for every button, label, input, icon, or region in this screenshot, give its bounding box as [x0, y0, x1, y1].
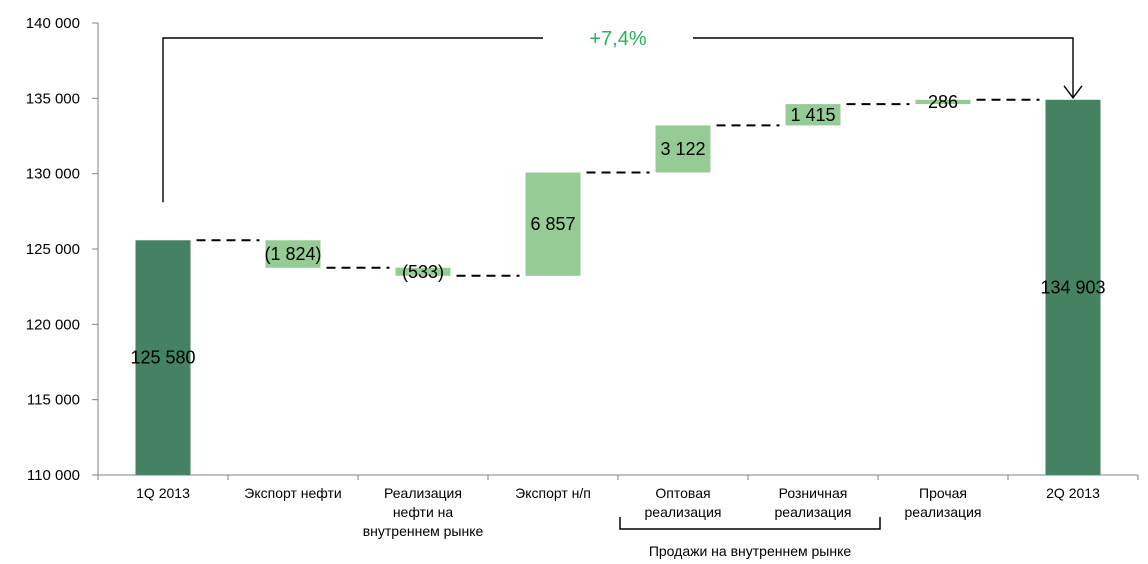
y-tick-label: 115 000: [27, 392, 80, 409]
annotation-bracket-right: [693, 37, 1074, 98]
bars: [135, 99, 1101, 475]
total-bar: [1045, 99, 1101, 475]
y-tick-label: 120 000: [26, 316, 80, 333]
y-tick-label: 135 000: [26, 90, 80, 107]
change-bar: [655, 125, 711, 173]
x-axis: 1Q 2013 Экспорт нефти Реализация нефти на вн…: [97, 474, 1139, 539]
x-category-label: Экспорт н/п: [515, 485, 591, 501]
data-label: 1 415: [790, 105, 835, 125]
connector-lines: [196, 98, 1040, 277]
change-percent-label: +7,4%: [589, 28, 646, 50]
x-category-label: Прочая реализация: [905, 485, 982, 520]
y-tick-label: 140 000: [26, 15, 80, 32]
data-label: 286: [928, 92, 958, 112]
data-label: 3 122: [660, 139, 705, 159]
data-labels: 125 580 (1 824) (533) 6 857 3 122 1 415 286 134…: [130, 92, 1105, 368]
change-annotation: +7,4%: [162, 28, 1083, 203]
x-category-label: Оптовая реализация: [645, 485, 722, 520]
annotation-bracket-left: [162, 37, 543, 203]
x-category-label: Экспорт нефти: [244, 485, 341, 501]
change-bar: [785, 104, 841, 126]
x-category-label-line: реализация: [645, 504, 722, 520]
total-bar: [135, 240, 191, 475]
x-category-label-line: Прочая: [919, 485, 967, 501]
y-axis: 110 000 115 000 120 000 125 000 130 000 135 0…: [26, 15, 99, 484]
x-category-label-line: Оптовая: [655, 485, 710, 501]
x-category-label-line: реализация: [775, 504, 852, 520]
change-bar: [915, 99, 971, 105]
x-category-label-line: 1Q 2013: [136, 485, 190, 501]
x-category-label-line: Розничная: [779, 485, 848, 501]
data-label: (533): [402, 262, 444, 282]
x-category-label: Розничная реализация: [775, 485, 852, 520]
arrowhead-icon: [1063, 85, 1083, 99]
group-label: Продажи на внутреннем рынке: [649, 543, 852, 559]
x-category-label-line: Экспорт нефти: [244, 485, 341, 501]
change-bar: [395, 267, 451, 276]
group-bracket: Продажи на внутреннем рынке: [619, 517, 881, 559]
x-category-label-line: Реализация: [384, 485, 462, 501]
y-tick-label: 130 000: [26, 166, 80, 183]
x-category-label-line: внутреннем рынке: [363, 523, 484, 539]
data-label: (1 824): [264, 244, 321, 264]
x-category-label-line: Экспорт н/п: [515, 485, 591, 501]
data-label: 6 857: [530, 214, 575, 234]
group-bracket-line: [619, 517, 881, 530]
x-category-label-line: реализация: [905, 504, 982, 520]
change-bar: [525, 172, 581, 276]
x-category-label-line: нефти на: [393, 504, 454, 520]
y-tick-label: 110 000: [27, 467, 80, 484]
data-label: 134 903: [1040, 277, 1105, 297]
x-category-label: 2Q 2013: [1046, 485, 1100, 501]
x-category-label: Реализация нефти на внутреннем рынке: [363, 485, 484, 539]
y-tick-label: 125 000: [26, 241, 80, 258]
x-category-label-line: 2Q 2013: [1046, 485, 1100, 501]
data-label: 125 580: [130, 348, 195, 368]
x-category-label: 1Q 2013: [136, 485, 190, 501]
change-bar: [265, 240, 321, 268]
